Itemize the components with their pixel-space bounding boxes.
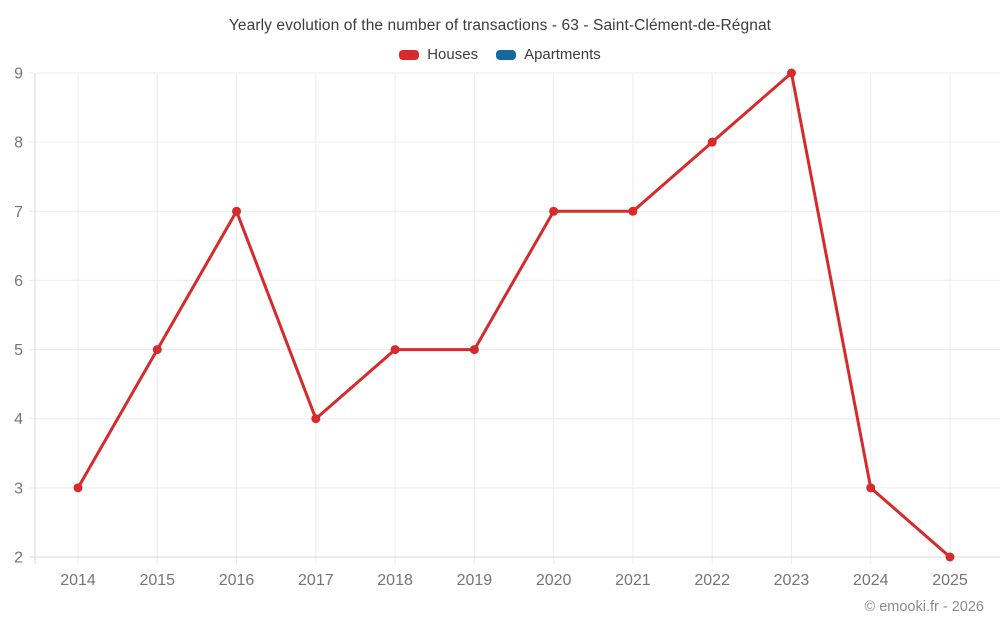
x-tick-label: 2018: [377, 572, 413, 589]
y-tick-label: 6: [14, 273, 23, 290]
data-point[interactable]: [232, 206, 242, 216]
data-point[interactable]: [945, 552, 955, 562]
x-axis-labels: 2014 2015 2016 2017 2018 2019 2020 2021 2022 2023…: [60, 572, 968, 589]
y-tick-label: 4: [14, 411, 23, 428]
data-point[interactable]: [866, 483, 876, 493]
chart-title: Yearly evolution of the number of transa…: [228, 17, 772, 34]
data-point[interactable]: [311, 414, 321, 424]
series-houses: [73, 68, 955, 562]
data-point[interactable]: [549, 206, 559, 216]
y-tick-label: 7: [14, 204, 23, 221]
x-tick-label: 2021: [615, 572, 651, 589]
legend-label: Houses: [427, 46, 479, 63]
series-line: [76, 71, 952, 559]
data-point[interactable]: [152, 345, 162, 355]
x-tick-label: 2022: [694, 572, 730, 589]
legend-swatch-icon: [496, 49, 517, 60]
data-point[interactable]: [786, 68, 796, 78]
data-point[interactable]: [628, 206, 638, 216]
x-tick-label: 2023: [774, 572, 810, 589]
x-tick-label: 2016: [219, 572, 255, 589]
x-tick-label: 2024: [853, 572, 889, 589]
y-axis-labels: 2 3 4 5 6 7 8 9: [14, 66, 23, 567]
chart-legend: Houses Apartments: [0, 46, 1000, 63]
legend-swatch-icon: [399, 49, 420, 60]
legend-item-apartments[interactable]: Apartments: [496, 46, 601, 63]
y-tick-label: 5: [14, 342, 23, 359]
data-point[interactable]: [707, 137, 717, 147]
y-tick-label: 9: [14, 66, 23, 83]
x-tick-label: 2020: [536, 572, 572, 589]
data-point[interactable]: [390, 345, 400, 355]
y-tick-label: 8: [14, 135, 23, 152]
axes: [29, 73, 1000, 564]
y-tick-label: 2: [14, 550, 23, 567]
x-tick-label: 2014: [60, 572, 96, 589]
x-tick-label: 2017: [298, 572, 334, 589]
legend-label: Apartments: [524, 46, 601, 63]
data-point[interactable]: [469, 345, 479, 355]
x-tick-label: 2015: [139, 572, 175, 589]
x-tick-label: 2019: [457, 572, 493, 589]
x-tick-label: 2025: [932, 572, 968, 589]
y-tick-label: 3: [14, 480, 23, 497]
copyright-text: © emooki.fr - 2026: [864, 599, 984, 615]
data-point[interactable]: [73, 483, 83, 493]
legend-item-houses[interactable]: Houses: [399, 46, 478, 63]
